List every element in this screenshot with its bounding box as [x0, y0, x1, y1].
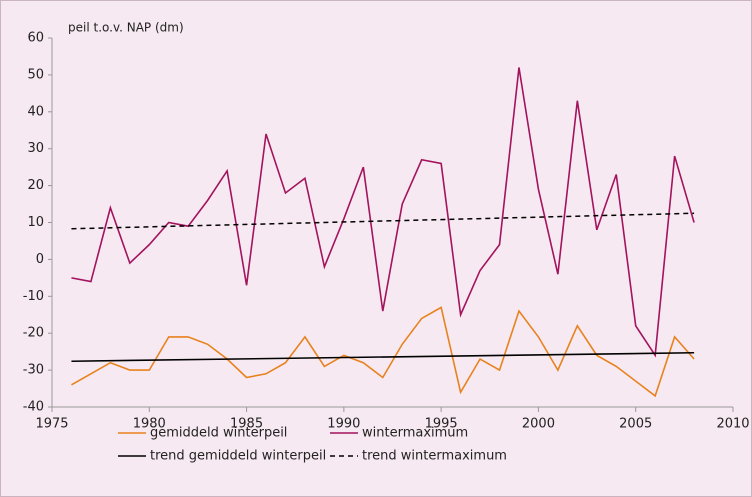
legend-label: trend wintermaximum — [362, 449, 507, 464]
x-tick-label: 1995 — [425, 417, 458, 432]
legend-label: wintermaximum — [362, 426, 468, 441]
y-tick-label: 60 — [27, 31, 44, 46]
y-tick-label: -30 — [23, 363, 44, 378]
y-tick-label: 20 — [27, 178, 44, 193]
series-line — [71, 67, 695, 358]
series-line — [71, 212, 695, 230]
legend-label: trend gemiddeld winterpeil — [150, 449, 326, 464]
y-tick-label: 10 — [27, 215, 44, 230]
y-tick-label: 40 — [27, 104, 44, 119]
series-line — [71, 306, 695, 398]
y-tick-label: 0 — [36, 252, 44, 267]
x-tick-label: 2005 — [619, 417, 652, 432]
y-axis-label: peil t.o.v. NAP (dm) — [68, 21, 184, 35]
x-tick-label: 2010 — [716, 417, 749, 432]
y-tick-label: -40 — [23, 400, 44, 415]
x-tick-label: 1985 — [230, 417, 263, 432]
x-tick-label: 1990 — [327, 417, 360, 432]
y-tick-label: -10 — [23, 289, 44, 304]
y-tick-label: -20 — [23, 326, 44, 341]
series-line — [71, 351, 695, 363]
y-tick-label: 50 — [27, 67, 44, 82]
y-tick-label: 30 — [27, 141, 44, 156]
x-tick-label: 1975 — [35, 417, 68, 432]
x-tick-label: 2000 — [522, 417, 555, 432]
x-tick-label: 1980 — [133, 417, 166, 432]
legend-label: gemiddeld winterpeil — [150, 426, 287, 441]
